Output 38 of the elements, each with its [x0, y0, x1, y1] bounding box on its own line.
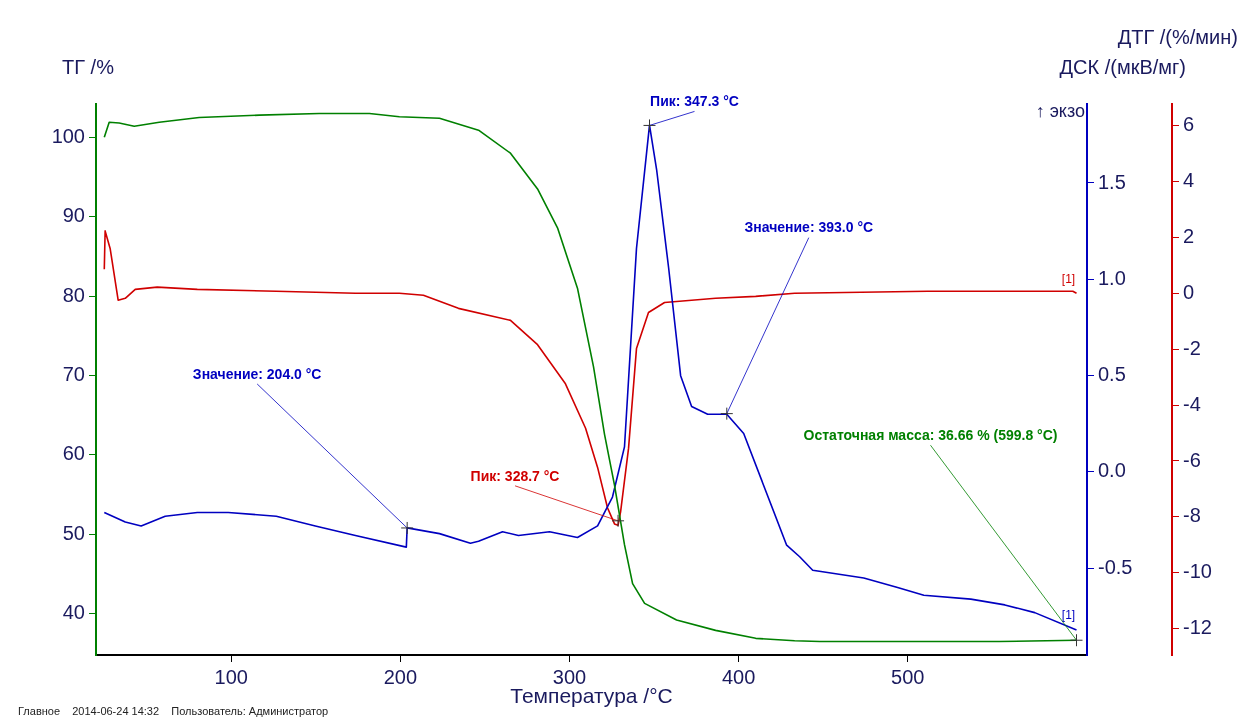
y3-tick-label: 6 — [1183, 113, 1195, 136]
y2-tick-label: 1.0 — [1098, 266, 1126, 289]
annotation: [1] — [1061, 608, 1076, 623]
annotation: Значение: 204.0 °C — [192, 365, 322, 382]
annotation: Пик: 328.7 °C — [470, 467, 560, 484]
y3-tick-label: -8 — [1183, 504, 1201, 527]
y2-tick-label: -0.5 — [1098, 555, 1133, 578]
y3-tick-label: -10 — [1183, 560, 1212, 583]
y-tick-label: 80 — [62, 283, 85, 306]
y2-axis-title: ДСК /(мкВ/мг) — [1059, 55, 1186, 78]
annotation: [1] — [1061, 271, 1076, 286]
annotation: ↑ экзо — [1035, 100, 1085, 121]
y-tick-label: 100 — [51, 124, 85, 147]
y3-tick-label: -2 — [1183, 336, 1201, 359]
y2-tick-label: 0.5 — [1098, 363, 1126, 386]
y-tick-label: 90 — [62, 204, 85, 227]
x-tick-label: 500 — [891, 665, 925, 688]
y3-tick-label: -4 — [1183, 392, 1201, 415]
x-tick-label: 400 — [721, 665, 756, 688]
y2-tick-label: 0.0 — [1098, 459, 1126, 482]
y3-tick-label: -12 — [1183, 616, 1212, 639]
y3-tick-label: 4 — [1183, 168, 1195, 191]
y3-axis-title: ДТГ /(%/мин) — [1117, 25, 1238, 48]
y3-tick-label: -6 — [1183, 448, 1201, 471]
y3-tick-label: 2 — [1183, 224, 1195, 247]
annotation: Пик: 347.3 °C — [650, 93, 739, 110]
y-tick-label: 60 — [62, 442, 85, 465]
y3-tick-label: 0 — [1183, 280, 1195, 303]
text: Главное 2014-06-24 14:32 Пользователь: Администратор — [18, 705, 329, 718]
annotation: Значение: 393.0 °C — [744, 219, 874, 236]
annotation: Остаточная масса: 36.66 % (599.8 °C) — [803, 427, 1058, 444]
y-tick-label: 40 — [62, 601, 85, 624]
x-tick-label: 100 — [214, 665, 248, 688]
y-tick-label: 70 — [62, 363, 85, 386]
x-tick-label: 200 — [383, 665, 418, 688]
y2-tick-label: 1.5 — [1098, 170, 1126, 193]
y-axis-title: ТГ /% — [62, 55, 115, 78]
y-tick-label: 50 — [62, 521, 85, 544]
